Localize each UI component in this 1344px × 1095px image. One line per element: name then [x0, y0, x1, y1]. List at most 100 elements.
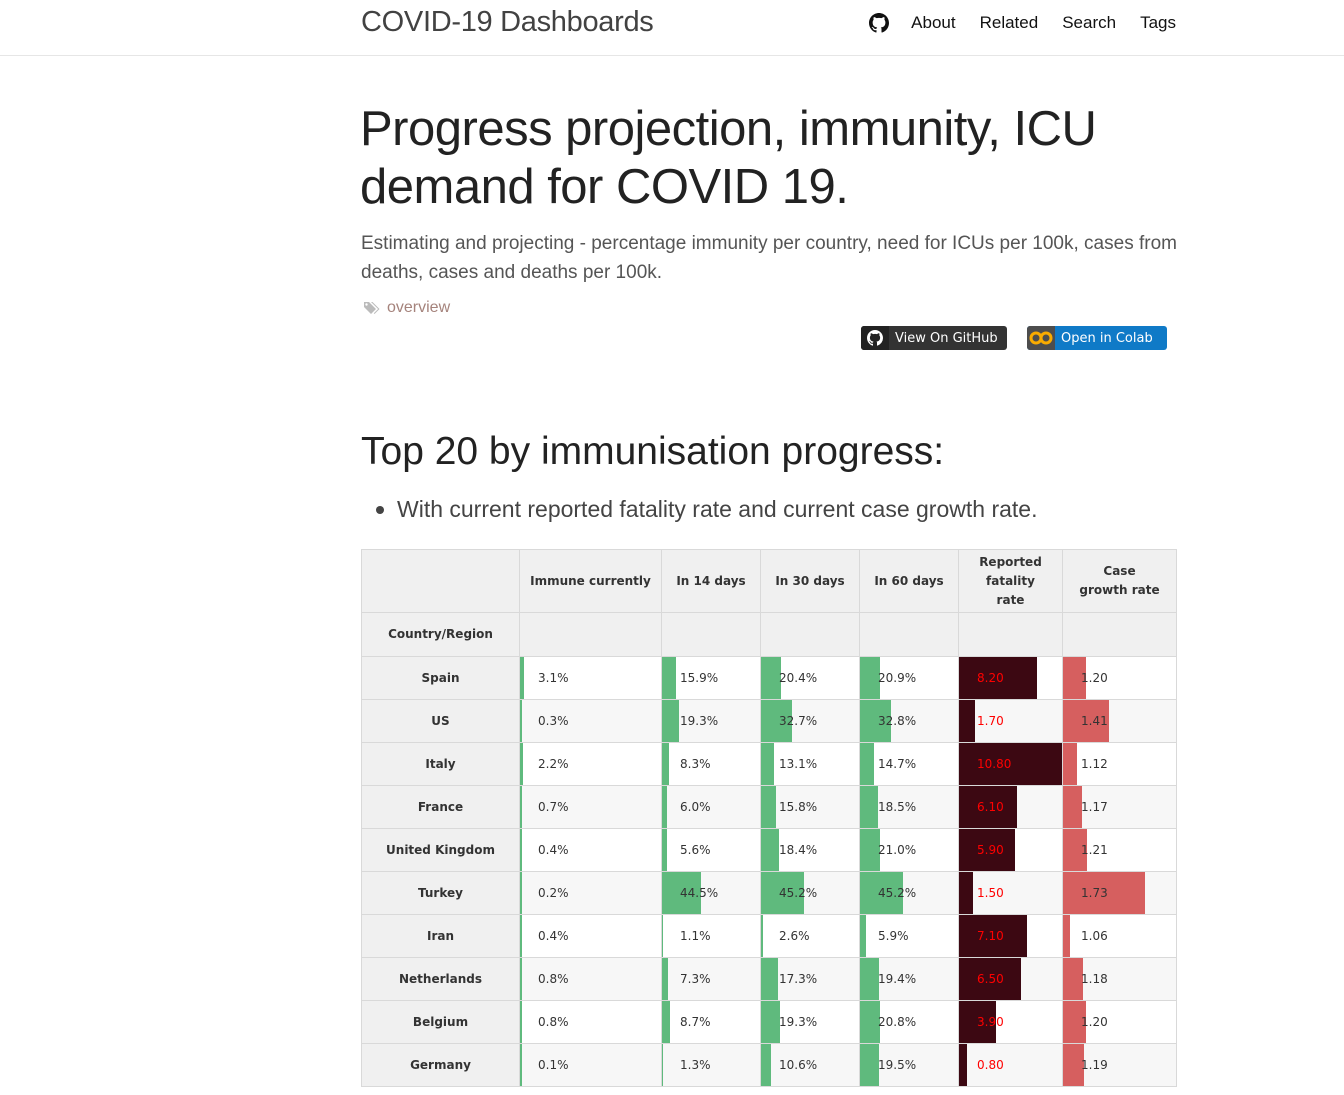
cell-bar — [662, 743, 670, 785]
cell-value: 19.4% — [878, 972, 917, 986]
table-row: Turkey 0.2% 44.5% 45.2% 45.2% 1.50 1.73 — [361, 871, 1177, 915]
cell-bar — [520, 743, 523, 785]
table-row: France 0.7% 6.0% 15.8% 18.5% 6.10 1.17 — [361, 785, 1177, 829]
cell-bar — [959, 1044, 967, 1086]
open-in-colab-badge[interactable]: Open in Colab — [1027, 326, 1167, 350]
cell-growth: 1.18 — [1062, 957, 1177, 1001]
table-index-row: Country/Region — [361, 612, 1177, 657]
table-row: Belgium 0.8% 8.7% 19.3% 20.8% 3.90 1.20 — [361, 1000, 1177, 1044]
nav-search-link[interactable]: Search — [1062, 13, 1117, 32]
cell-bar — [1063, 958, 1084, 1000]
view-on-github-badge[interactable]: View On GitHub — [861, 326, 1007, 350]
index-header-blank — [859, 612, 959, 657]
cell-value: 0.2% — [538, 886, 569, 900]
cell-bar — [520, 872, 522, 914]
cell-value: 0.7% — [538, 800, 569, 814]
cell-fatality: 0.80 — [958, 1043, 1063, 1087]
row-country: United Kingdom — [361, 828, 520, 872]
cell-bar — [860, 743, 875, 785]
github-icon — [861, 326, 889, 350]
cell-bar — [860, 786, 878, 828]
nav-about-link[interactable]: About — [911, 13, 956, 32]
cell-bar — [860, 915, 866, 957]
index-header-blank — [1062, 612, 1177, 657]
cell-value: 6.0% — [680, 800, 711, 814]
cell-fatality: 6.10 — [958, 785, 1063, 829]
cell-bar — [662, 915, 663, 957]
cell-bar — [860, 1044, 879, 1086]
cell-d14: 5.6% — [661, 828, 761, 872]
cell-d60: 5.9% — [859, 914, 959, 958]
github-icon[interactable] — [869, 13, 890, 33]
cell-value: 20.8% — [878, 1015, 917, 1029]
bullet-dot — [376, 505, 384, 514]
cell-bar — [662, 1044, 664, 1086]
col-header-immune: Immune currently — [519, 549, 662, 613]
cell-value: 8.20 — [977, 671, 1004, 685]
row-country: Germany — [361, 1043, 520, 1087]
cell-value: 0.4% — [538, 929, 569, 943]
cell-value: 7.10 — [977, 929, 1004, 943]
cell-bar — [520, 1001, 522, 1043]
cell-fatality: 8.20 — [958, 656, 1063, 700]
cell-immune: 0.1% — [519, 1043, 662, 1087]
cell-d60: 19.5% — [859, 1043, 959, 1087]
cell-value: 44.5% — [680, 886, 719, 900]
cell-bar — [761, 657, 781, 699]
cell-value: 10.80 — [977, 757, 1012, 771]
cell-immune: 0.7% — [519, 785, 662, 829]
cell-value: 45.2% — [878, 886, 917, 900]
cell-immune: 0.4% — [519, 828, 662, 872]
cell-fatality: 1.70 — [958, 699, 1063, 743]
nav-tags-link[interactable]: Tags — [1140, 13, 1176, 32]
cell-bar — [1063, 657, 1086, 699]
cell-bar — [761, 915, 764, 957]
cell-d14: 7.3% — [661, 957, 761, 1001]
cell-immune: 0.4% — [519, 914, 662, 958]
site-title-link[interactable]: COVID-19 Dashboards — [361, 6, 654, 38]
cell-growth: 1.06 — [1062, 914, 1177, 958]
cell-immune: 0.8% — [519, 1000, 662, 1044]
cell-fatality: 3.90 — [958, 1000, 1063, 1044]
colab-icon — [1027, 326, 1055, 350]
header-blank — [361, 549, 520, 613]
cell-fatality: 1.50 — [958, 871, 1063, 915]
cell-bar — [959, 657, 1038, 699]
cell-immune: 0.2% — [519, 871, 662, 915]
cell-bar — [860, 872, 904, 914]
section-bullet: With current reported fatality rate and … — [376, 496, 1037, 523]
cell-value: 0.3% — [538, 714, 569, 728]
row-country: US — [361, 699, 520, 743]
cell-bar — [959, 915, 1027, 957]
cell-value: 18.5% — [878, 800, 917, 814]
nav-related-link[interactable]: Related — [979, 13, 1039, 32]
cell-d30: 13.1% — [760, 742, 860, 786]
cell-value: 18.4% — [779, 843, 818, 857]
cell-value: 1.20 — [1081, 1015, 1108, 1029]
cell-d14: 6.0% — [661, 785, 761, 829]
cell-bar — [520, 829, 522, 871]
cell-d14: 44.5% — [661, 871, 761, 915]
cell-d14: 8.7% — [661, 1000, 761, 1044]
cell-d60: 18.5% — [859, 785, 959, 829]
cell-value: 2.2% — [538, 757, 569, 771]
index-header-blank — [519, 612, 662, 657]
cell-bar — [1063, 872, 1146, 914]
github-badge-label: View On GitHub — [895, 330, 998, 346]
cell-value: 0.8% — [538, 972, 569, 986]
cell-growth: 1.12 — [1062, 742, 1177, 786]
cell-bar — [959, 1001, 997, 1043]
cell-value: 1.18 — [1081, 972, 1108, 986]
cell-d60: 20.8% — [859, 1000, 959, 1044]
cell-bar — [520, 700, 522, 742]
cell-bar — [1063, 915, 1070, 957]
cell-d30: 45.2% — [760, 871, 860, 915]
cell-bar — [1063, 743, 1077, 785]
cell-value: 5.6% — [680, 843, 711, 857]
row-country: Belgium — [361, 1000, 520, 1044]
cell-bar — [662, 700, 680, 742]
cell-value: 6.50 — [977, 972, 1004, 986]
tag-overview-link[interactable]: overview — [387, 299, 451, 316]
cell-d14: 8.3% — [661, 742, 761, 786]
cell-bar — [959, 872, 974, 914]
